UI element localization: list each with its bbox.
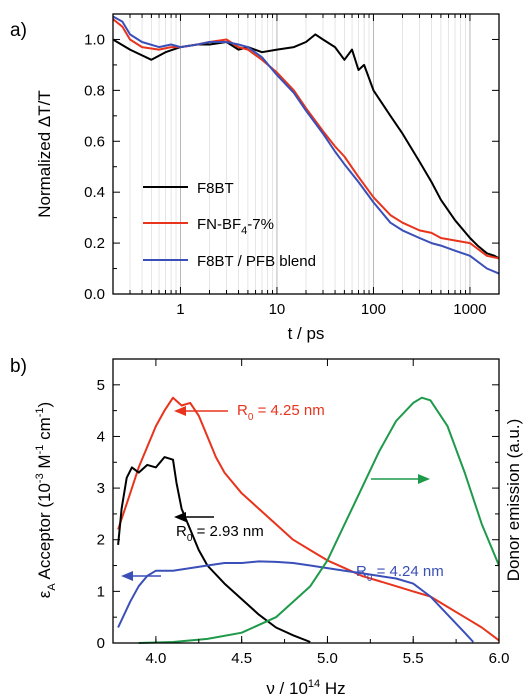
series-green-emission — [138, 396, 500, 644]
series-red-absorption — [117, 396, 500, 642]
y-label-sup2: -1 — [34, 445, 46, 455]
annotation-r0-black-sub: 0 — [187, 533, 193, 544]
legend-label-fn-bf4: FN-BF4-7% — [197, 216, 274, 237]
annotation-r0-blue-sub: 0 — [367, 573, 373, 584]
panel-b-label: b) — [10, 356, 27, 377]
annotation-r0-red-sub: 0 — [248, 412, 254, 423]
y-label-sup1: -3 — [34, 473, 46, 483]
panel-b-right-ticks — [492, 384, 499, 618]
y-tick-label: 0.2 — [84, 235, 105, 252]
annotation-r0-black-pre: R — [176, 523, 187, 540]
x-tick-label: 10 — [269, 301, 286, 318]
series-black-absorption — [117, 456, 311, 643]
panel-b-right-axis-label: Donor emission (a.u.) — [504, 419, 523, 582]
y-label-text: Acceptor (10 — [35, 483, 54, 583]
arrow-left-red — [174, 406, 228, 416]
legend-label-blend: F8BT / PFB blend — [197, 253, 316, 270]
annotation-r0-red: R0 = 4.25 nm — [237, 402, 325, 423]
panel-a-series — [112, 15, 500, 275]
annotation-r0-black: R0 = 2.93 nm — [176, 523, 264, 544]
panel-b-y-ticks: 0 1 2 3 4 5 — [97, 377, 120, 652]
x-tick-label: 1000 — [453, 301, 486, 318]
arrow-left-red-head — [174, 406, 186, 416]
y-tick-label: 3 — [97, 480, 105, 497]
y-label-sup3: -1 — [34, 407, 46, 417]
y-tick-label: 0.0 — [84, 286, 105, 303]
x-tick-label: 100 — [361, 301, 386, 318]
panel-a: a) 1 10 100 1000 0.00.20.40.60.81.0 t / ps … — [10, 13, 500, 343]
y-tick-label: 1.0 — [84, 31, 105, 48]
x-tick-label: 4.5 — [231, 650, 252, 667]
panel-b-y-axis-label: εA Acceptor (10-3 M-1 cm-1) — [34, 402, 58, 598]
panel-b-x-axis-label-suffix: Hz — [320, 679, 346, 698]
annotation-r0-blue-pre: R — [356, 563, 367, 580]
series-fn-bf4 — [112, 18, 500, 260]
y-tick-label: 2 — [97, 532, 105, 549]
legend-label-fn-bf4-main: FN-BF — [197, 216, 241, 233]
panel-b-x-axis-label-sup: 14 — [308, 678, 320, 690]
y-tick-label: 0.8 — [84, 82, 105, 99]
arrow-left-black — [174, 512, 214, 522]
x-tick-label: 6.0 — [489, 650, 510, 667]
y-label-end: ) — [35, 402, 54, 408]
legend-label-fn-bf4-suffix: -7% — [247, 216, 274, 233]
arrow-left-blue-head — [121, 571, 133, 581]
panel-a-y-axis-label: Normalized ΔT/T — [35, 90, 54, 218]
arrow-right-green-head — [418, 474, 430, 484]
legend-label-fn-bf4-sub: 4 — [241, 225, 247, 237]
y-tick-label: 0 — [97, 635, 105, 652]
annotation-r0-blue: R0 = 4.24 nm — [356, 563, 444, 584]
panel-a-x-ticks: 1 10 100 1000 — [112, 14, 500, 318]
arrow-right-green — [371, 474, 430, 484]
arrow-left-blue — [121, 571, 161, 581]
x-tick-label: 4.0 — [145, 650, 166, 667]
x-tick-label: 5.5 — [403, 650, 424, 667]
annotation-r0-blue-post: = 4.24 nm — [372, 563, 443, 580]
y-tick-label: 5 — [97, 377, 105, 394]
y-label-epsilon: ε — [35, 590, 54, 598]
legend-label-f8bt: F8BT — [197, 180, 234, 197]
panel-a-x-axis-label: t / ps — [288, 324, 325, 343]
annotation-r0-red-pre: R — [237, 402, 248, 419]
series-f8bt-pfb-blend — [112, 15, 500, 275]
y-tick-label: 4 — [97, 428, 105, 445]
x-tick-label: 5.0 — [317, 650, 338, 667]
y-label-mid2: cm — [35, 417, 54, 444]
panel-b-x-axis-label-main: ν / 10 — [266, 679, 308, 698]
y-tick-label: 0.6 — [84, 133, 105, 150]
panel-b-x-ticks: 4.0 4.5 5.0 5.5 6.0 — [112, 359, 510, 667]
panel-b-x-axis-label: ν / 1014 Hz — [266, 678, 345, 698]
panel-b: b) 4.0 4.5 5.0 5.5 6.0 0 1 2 3 4 5 ν / 1014 Hz εA… — [10, 356, 523, 698]
y-label-epsilon-sub: A — [46, 583, 58, 591]
arrow-left-black-head — [174, 512, 186, 522]
panel-b-series — [117, 396, 500, 644]
panel-b-frame — [112, 358, 500, 644]
panel-a-y-ticks: 0.0 0.2 0.4 0.6 0.8 1.0 — [84, 13, 499, 303]
y-tick-label: 0.4 — [84, 184, 105, 201]
y-label-mid: M — [35, 454, 54, 473]
panel-a-legend: F8BT FN-BF4-7% F8BT / PFB blend — [143, 180, 316, 270]
panel-a-gridlines — [112, 14, 500, 294]
x-tick-label: 1 — [176, 301, 184, 318]
series-blue-absorption — [117, 560, 475, 643]
panel-a-label: a) — [10, 20, 27, 41]
y-tick-label: 1 — [97, 583, 105, 600]
annotation-r0-black-post: = 2.93 nm — [192, 523, 263, 540]
annotation-r0-red-post: = 4.25 nm — [253, 402, 324, 419]
